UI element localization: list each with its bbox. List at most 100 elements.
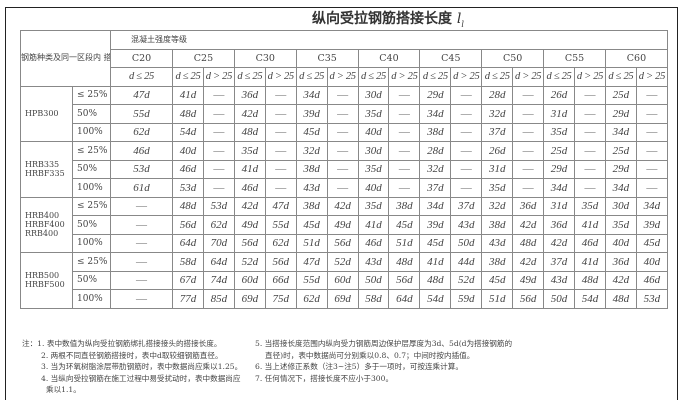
lap-length-cell: 45d (481, 270, 514, 290)
area-percentage: ≤ 25% (71, 196, 112, 216)
lap-length-cell: 50d (357, 270, 390, 290)
table-row: 50% 53d 46d —41d —38d —35d —32d —31d —29d —29d — (21, 159, 669, 179)
lap-length-cell: 31d (481, 159, 514, 179)
grade-header: C60 (604, 48, 669, 68)
lap-length-cell: 43d (357, 252, 390, 272)
lap-length-cell: 42d (543, 233, 575, 253)
table-title: 纵向受拉钢筋搭接长度 ll (0, 8, 686, 29)
grade-header: C35 (295, 48, 359, 68)
lap-length-cell: — (388, 178, 421, 198)
lap-length-cell: 25d (543, 141, 575, 161)
lap-length-cell: 41d (574, 215, 606, 235)
lap-length-cell: 45d (295, 215, 328, 235)
rebar-type: HRB500 HRBF500 (20, 252, 73, 309)
lap-length-cell: — (450, 85, 483, 105)
lap-length-cell: 45d (419, 233, 452, 253)
lap-length-cell: 28d (481, 85, 514, 105)
table-row: 50% —67d 74d 60d 66d 55d 60d 50d 56d 48d 52d 45d 49d… (21, 270, 669, 290)
lap-length-cell: 77d (172, 289, 204, 309)
diameter-gt-25-header: d > 25 (388, 67, 421, 87)
lap-length-cell: 55d (264, 215, 297, 235)
lap-length-cell: — (635, 104, 669, 124)
lap-length-cell: 30d (357, 85, 390, 105)
note-line: 注：1. 表中数值为纵向受拉钢筋绑扎搭接接头的搭接长度。 (22, 339, 222, 348)
lap-length-cell: 48d (512, 233, 545, 253)
lap-length-cell: 42d (512, 252, 545, 272)
table-row: HRB400 HRBF400 RRB400 ≤ 25% —48d 53d 42d 47d 3… (20, 196, 669, 253)
table-row: 100% 62d 54d —48d —45d —40d —38d —37d —35d —34d — (21, 122, 669, 142)
lap-length-cell: 59d (450, 289, 483, 309)
lap-length-cell: 55d (110, 104, 174, 124)
lap-length-cell: 29d (543, 159, 575, 179)
area-percentage: ≤ 25% (71, 252, 112, 272)
notes-left: 注：1. 表中数值为纵向受拉钢筋绑扎搭接接头的搭接长度。 2. 两根不同直径钢筋搭… (22, 338, 242, 396)
area-percentage: 100% (71, 122, 112, 142)
lap-length-cell: 38d (419, 122, 452, 142)
lap-length-cell: 56d (264, 252, 297, 272)
lap-length-cell: 32d (481, 104, 514, 124)
lap-length-cell: — (202, 122, 235, 142)
lap-length-cell: 34d (419, 104, 452, 124)
lap-length-cell: — (202, 159, 235, 179)
lap-length-cell: 35d (574, 196, 606, 216)
lap-length-cell: — (512, 178, 545, 198)
lap-length-cell: 43d (450, 215, 483, 235)
diameter-gt-25-header: d > 25 (202, 67, 235, 87)
area-percentage: 50% (71, 104, 112, 124)
notes-right: 5. 当搭接长度范围内纵向受力钢筋周边保护层厚度为3d、5d(d为搭接钢筋的直径… (255, 338, 512, 384)
lap-length-cell: — (388, 104, 421, 124)
note-line: 直径)时，表中数据尚可分别乘以0.8、0.7；中间时按内插值。 (265, 350, 475, 360)
lap-length-cell: 34d (604, 122, 637, 142)
diameter-le-25-header: d ≤ 25 (543, 67, 575, 87)
lap-length-cell: 58d (357, 289, 390, 309)
lap-length-cell: 85d (202, 289, 235, 309)
lap-length-cell: 35d (543, 122, 575, 142)
note-line: 乘以1.1。 (46, 385, 81, 394)
note-line: 5. 当搭接长度范围内纵向受力钢筋周边保护层厚度为3d、5d(d为搭接钢筋的 (255, 339, 513, 348)
lap-length-cell: — (326, 159, 359, 179)
lap-length-cell: 42d (512, 215, 545, 235)
lap-length-cell: — (635, 122, 669, 142)
lap-length-cell: 41d (172, 85, 204, 105)
grade-header: C30 (233, 48, 297, 68)
lap-length-cell: 49d (233, 215, 266, 235)
lap-length-cell: 42d (233, 104, 266, 124)
lap-length-cell: 54d (419, 289, 452, 309)
lap-length-cell: — (202, 85, 235, 105)
lap-length-cell: 70d (202, 233, 235, 253)
lap-length-cell: — (574, 122, 606, 142)
lap-length-cell: 34d (295, 85, 328, 105)
note-line: 6. 当上述修正系数（注3~注5）多于一项时，可按连乘计算。 (255, 362, 463, 371)
lap-length-cell: 29d (604, 159, 637, 179)
lap-length-cell: 35d (357, 104, 390, 124)
lap-length-cell: 35d (604, 215, 637, 235)
lap-length-cell: — (450, 122, 483, 142)
lap-length-cell: — (202, 178, 235, 198)
header-row-diameter: d ≤ 25 d ≤ 25 d > 25 d ≤ 25 d > 25 d ≤ 25 d > … (21, 67, 669, 87)
lap-length-cell: 45d (388, 215, 421, 235)
lap-length-cell: — (110, 270, 174, 290)
table-row: 100% 61d 53d —46d —43d —40d —37d —35d —34d —34d — (21, 178, 669, 198)
row-label-header: 钢筋种类及同一区段内 搭接钢筋面积百分率 (19, 30, 112, 87)
lap-length-cell: 53d (110, 159, 174, 179)
diameter-gt-25-header: d > 25 (326, 67, 359, 87)
lap-length-cell: 47d (295, 252, 328, 272)
lap-length-cell: 44d (450, 252, 483, 272)
lap-length-cell: 35d (357, 159, 390, 179)
rebar-type: HPB300 (20, 85, 73, 142)
lap-length-cell: 45d (295, 122, 328, 142)
lap-length-cell: 54d (172, 122, 204, 142)
lap-length-cell: — (264, 85, 297, 105)
lap-length-cell: 75d (264, 289, 297, 309)
rebar-type: HRB335 HRBF335 (20, 141, 73, 198)
lap-length-cell: 36d (233, 85, 266, 105)
lap-length-cell: 56d (512, 289, 545, 309)
lap-length-cell: 32d (481, 196, 514, 216)
lap-length-cell: — (110, 196, 174, 216)
lap-length-cell: 34d (543, 178, 575, 198)
area-percentage: 50% (71, 159, 112, 179)
lap-length-cell: — (450, 104, 483, 124)
lap-length-cell: 51d (388, 233, 421, 253)
lap-length-cell: 50d (543, 289, 575, 309)
lap-length-cell: 38d (481, 215, 514, 235)
